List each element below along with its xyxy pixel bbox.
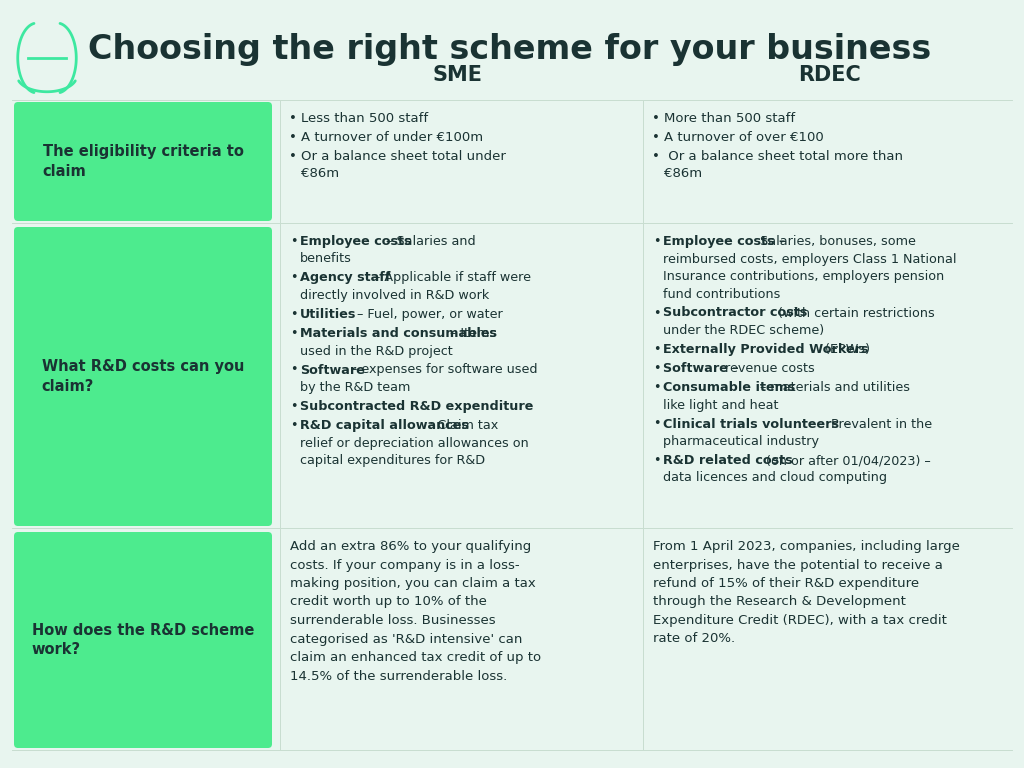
Text: like light and heat: like light and heat <box>663 399 778 412</box>
FancyBboxPatch shape <box>14 227 272 526</box>
Text: Agency staff: Agency staff <box>300 272 390 284</box>
Text: – Applicable if staff were: – Applicable if staff were <box>370 272 531 284</box>
Text: •: • <box>653 454 660 467</box>
Text: – Items: – Items <box>446 327 497 340</box>
Text: : Claim tax: : Claim tax <box>428 419 498 432</box>
Text: •: • <box>290 363 298 376</box>
Text: A turnover of under €100m: A turnover of under €100m <box>301 131 483 144</box>
Text: Externally Provided Workers: Externally Provided Workers <box>663 343 868 356</box>
Text: •: • <box>653 418 660 431</box>
Text: revenue costs: revenue costs <box>722 362 815 375</box>
Text: Or a balance sheet total under
€86m: Or a balance sheet total under €86m <box>301 150 506 180</box>
Text: (on or after 01/04/2023) –: (on or after 01/04/2023) – <box>762 454 931 467</box>
Text: •: • <box>290 327 298 340</box>
Text: Insurance contributions, employers pension: Insurance contributions, employers pensi… <box>663 270 944 283</box>
Text: SME: SME <box>432 65 482 85</box>
Text: How does the R&D scheme
work?: How does the R&D scheme work? <box>32 623 254 657</box>
Text: R&D capital allowances: R&D capital allowances <box>300 419 469 432</box>
Text: The eligibility criteria to
claim: The eligibility criteria to claim <box>43 144 244 179</box>
Text: •: • <box>653 381 660 394</box>
Text: – Fuel, power, or water: – Fuel, power, or water <box>352 308 503 321</box>
Text: •: • <box>653 306 660 319</box>
Text: •: • <box>652 131 659 144</box>
Text: •: • <box>290 400 298 413</box>
Text: under the RDEC scheme): under the RDEC scheme) <box>663 324 824 337</box>
Text: •: • <box>290 235 298 248</box>
Text: Less than 500 staff: Less than 500 staff <box>301 112 428 125</box>
Text: Prevalent in the: Prevalent in the <box>826 418 932 431</box>
Text: •: • <box>653 235 660 248</box>
Text: by the R&D team: by the R&D team <box>300 381 411 394</box>
Text: Software –: Software – <box>663 362 738 375</box>
Text: Utilities: Utilities <box>300 308 356 321</box>
Text: benefits: benefits <box>300 253 352 266</box>
Text: Materials and consumables: Materials and consumables <box>300 327 497 340</box>
Text: Consumable items: Consumable items <box>663 381 796 394</box>
Text: (EPWs): (EPWs) <box>820 343 869 356</box>
Text: •: • <box>290 272 298 284</box>
Text: Software: Software <box>300 363 365 376</box>
Text: Or a balance sheet total more than
€86m: Or a balance sheet total more than €86m <box>664 150 903 180</box>
FancyBboxPatch shape <box>14 102 272 221</box>
Text: relief or depreciation allowances on: relief or depreciation allowances on <box>300 436 528 449</box>
Text: Subcontracted R&D expenditure: Subcontracted R&D expenditure <box>300 400 534 413</box>
Text: •: • <box>652 112 659 125</box>
FancyBboxPatch shape <box>14 532 272 748</box>
Text: •: • <box>653 362 660 375</box>
Text: Add an extra 86% to your qualifying
costs. If your company is in a loss-
making : Add an extra 86% to your qualifying cost… <box>290 540 541 683</box>
Text: •: • <box>653 343 660 356</box>
Text: capital expenditures for R&D: capital expenditures for R&D <box>300 454 485 467</box>
Text: A turnover of over €100: A turnover of over €100 <box>664 131 823 144</box>
Text: fund contributions: fund contributions <box>663 287 780 300</box>
Text: R&D related costs: R&D related costs <box>663 454 793 467</box>
Text: What R&D costs can you
claim?: What R&D costs can you claim? <box>42 359 244 394</box>
Text: •: • <box>289 112 297 125</box>
Text: Clinical trials volunteers –: Clinical trials volunteers – <box>663 418 850 431</box>
Text: •: • <box>290 419 298 432</box>
Text: Employee costs –: Employee costs – <box>663 235 785 248</box>
Text: used in the R&D project: used in the R&D project <box>300 345 453 357</box>
Text: RDEC: RDEC <box>799 65 861 85</box>
Text: •: • <box>289 131 297 144</box>
Text: reimbursed costs, employers Class 1 National: reimbursed costs, employers Class 1 Nati… <box>663 253 956 266</box>
Text: – Salaries and: – Salaries and <box>382 235 475 248</box>
Text: pharmaceutical industry: pharmaceutical industry <box>663 435 819 448</box>
Text: More than 500 staff: More than 500 staff <box>664 112 795 125</box>
Text: data licences and cloud computing: data licences and cloud computing <box>663 472 887 485</box>
Text: •: • <box>652 150 659 163</box>
Text: •: • <box>290 308 298 321</box>
Text: – expenses for software used: – expenses for software used <box>347 363 538 376</box>
Text: (with certain restrictions: (with certain restrictions <box>774 306 935 319</box>
Text: Employee costs: Employee costs <box>300 235 412 248</box>
Text: – materials and utilities: – materials and utilities <box>757 381 910 394</box>
Text: directly involved in R&D work: directly involved in R&D work <box>300 289 489 302</box>
Text: Choosing the right scheme for your business: Choosing the right scheme for your busin… <box>88 34 932 67</box>
Text: •: • <box>289 150 297 163</box>
Text: Subcontractor costs: Subcontractor costs <box>663 306 807 319</box>
Text: From 1 April 2023, companies, including large
enterprises, have the potential to: From 1 April 2023, companies, including … <box>653 540 959 645</box>
Text: Salaries, bonuses, some: Salaries, bonuses, some <box>757 235 916 248</box>
